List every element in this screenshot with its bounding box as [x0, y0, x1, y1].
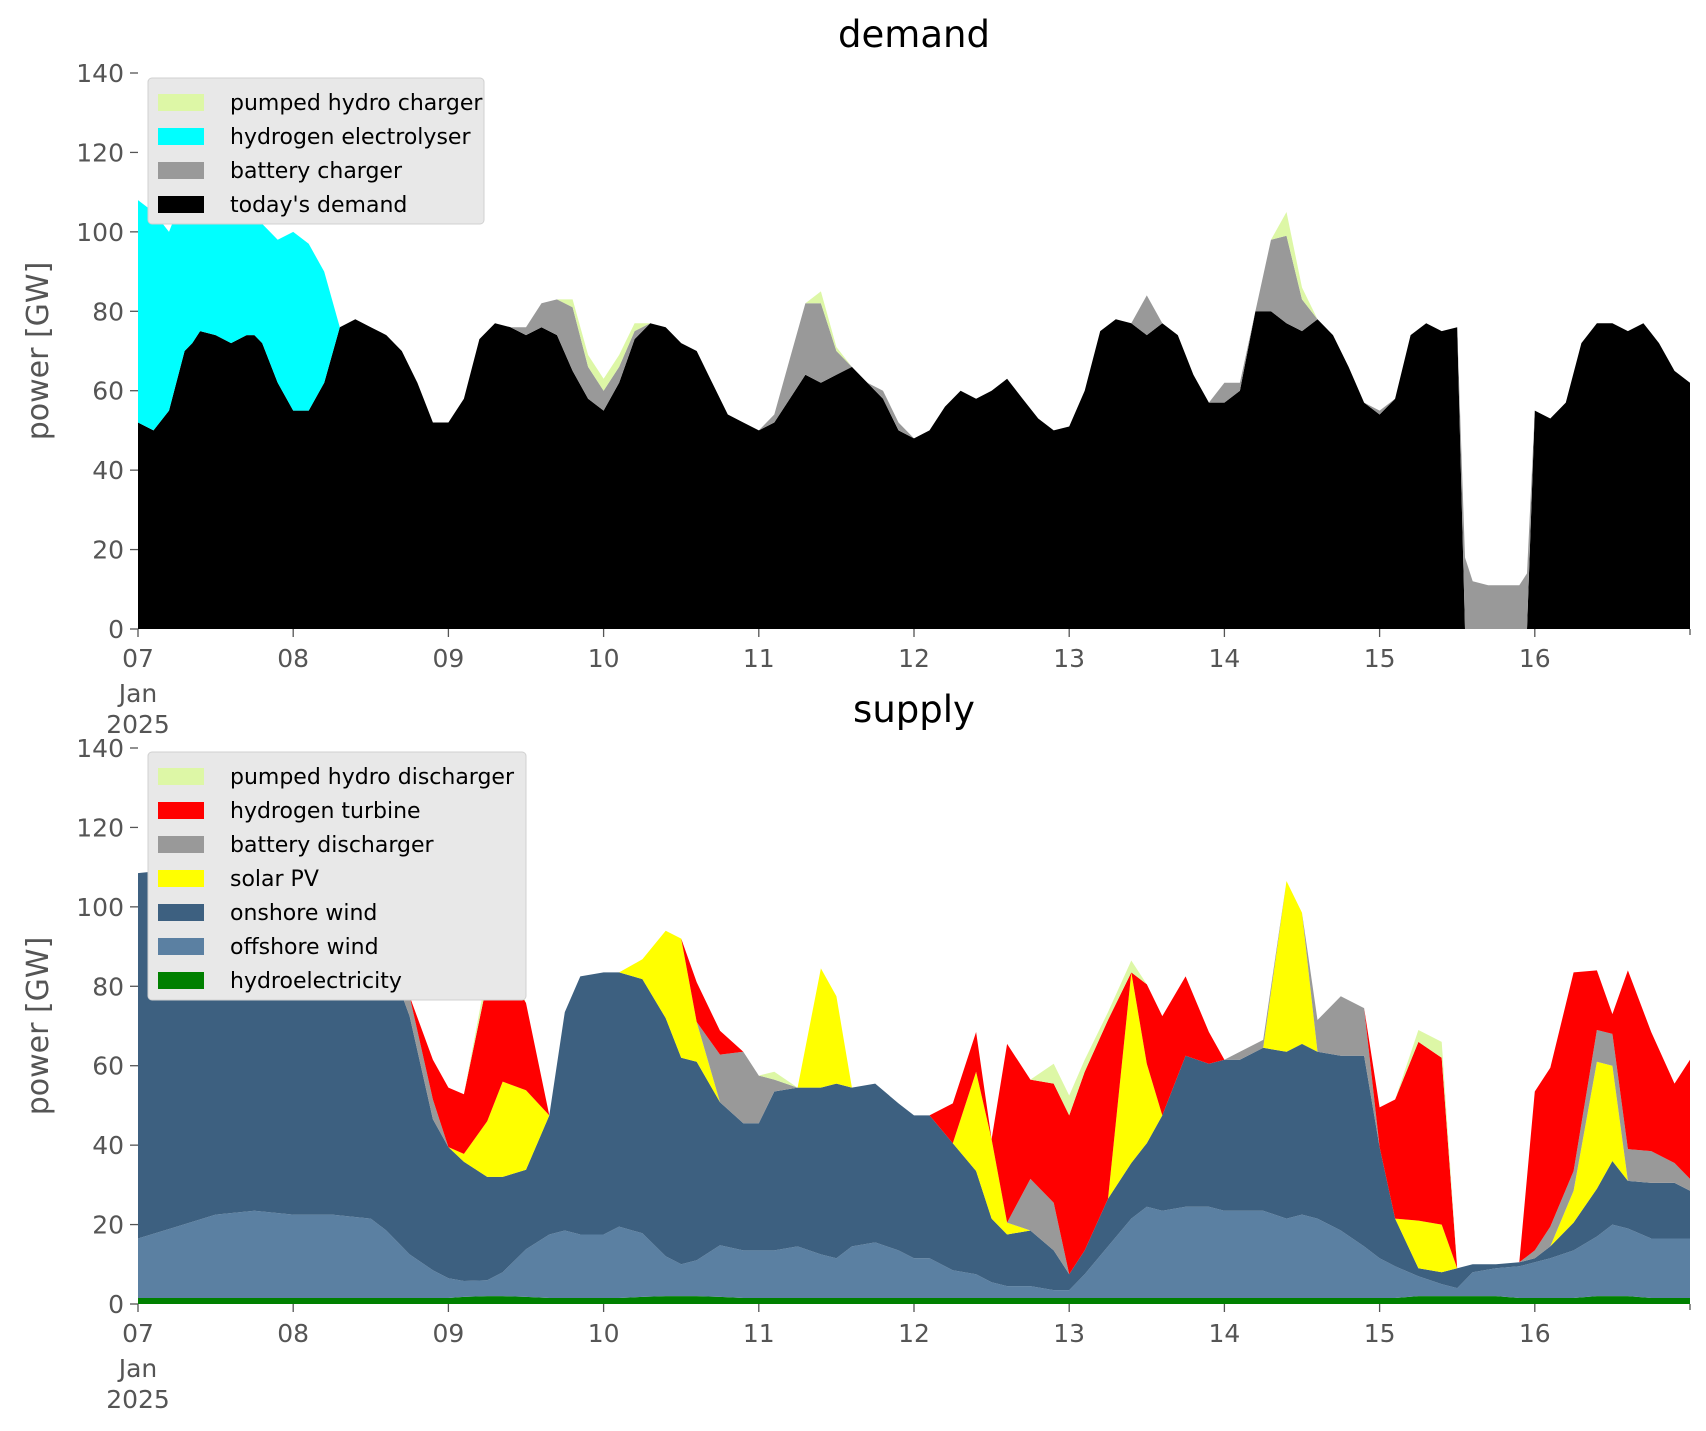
x-tick-label: 13	[1053, 1319, 1085, 1348]
legend-swatch-battery-discharger	[158, 836, 204, 853]
chart-title: demand	[838, 13, 990, 56]
y-tick-label: 0	[108, 1290, 124, 1319]
legend-label-hydrogen-electrolyser: hydrogen electrolyser	[230, 125, 471, 150]
y-tick-label: 80	[92, 297, 124, 326]
legend-swatch-hydroelectricity	[158, 972, 204, 989]
legend-box	[147, 751, 527, 1001]
legend-box	[147, 77, 485, 225]
x-tick-sublabel: 2025	[106, 1385, 170, 1414]
x-tick-label: 07	[122, 644, 154, 673]
x-tick-label: 12	[898, 644, 930, 673]
legend-swatch-hydrogen-turbine	[158, 802, 204, 819]
x-tick-label: 08	[277, 1319, 309, 1348]
x-tick-label: 13	[1053, 644, 1085, 673]
legend: pumped hydro charger hydrogen electrolyse…	[147, 77, 485, 225]
x-tick-label: 12	[898, 1319, 930, 1348]
x-tick-label: 09	[432, 1319, 464, 1348]
legend-label-solar-pv: solar PV	[230, 867, 319, 892]
area-onshore-wind	[138, 865, 1690, 1291]
y-tick-label: 120	[76, 813, 124, 842]
legend-swatch-pumped-hydro-discharger	[158, 768, 204, 785]
y-tick-label: 60	[92, 1052, 124, 1081]
x-tick-label: 11	[743, 644, 775, 673]
y-tick-label: 140	[76, 59, 124, 88]
legend-label-onshore-wind: onshore wind	[230, 901, 377, 926]
x-tick-label: 16	[1519, 1319, 1551, 1348]
area-hydroelectricity	[138, 1296, 1690, 1304]
x-tick-label: 11	[743, 1319, 775, 1348]
legend-swatch-hydrogen-electrolyser	[158, 128, 204, 145]
legend-label-offshore-wind: offshore wind	[230, 935, 379, 960]
y-tick-label: 0	[108, 615, 124, 644]
legend-swatch-onshore-wind	[158, 904, 204, 921]
y-tick-label: 40	[92, 1131, 124, 1160]
x-tick-label: 08	[277, 644, 309, 673]
x-tick-label: 14	[1208, 1319, 1240, 1348]
x-tick-label: 14	[1208, 644, 1240, 673]
legend-swatch-pumped-hydro-charger	[158, 94, 204, 111]
legend-swatch-today-s-demand	[158, 196, 204, 213]
x-tick-label: 10	[588, 1319, 620, 1348]
x-tick-sublabel: Jan	[117, 679, 158, 708]
legend-swatch-offshore-wind	[158, 938, 204, 955]
area-today-s-demand	[138, 311, 1690, 629]
legend-swatch-solar-pv	[158, 870, 204, 887]
x-tick-sublabel: Jan	[117, 1354, 158, 1383]
legend-label-pumped-hydro-charger: pumped hydro charger	[230, 91, 483, 116]
legend-label-battery-discharger: battery discharger	[230, 833, 435, 858]
y-axis-label: power [GW]	[21, 262, 56, 441]
area-hydrogen-turbine	[138, 809, 1690, 1275]
legend-label-pumped-hydro-discharger: pumped hydro discharger	[230, 765, 515, 790]
legend: pumped hydro discharger hydrogen turbine b…	[147, 751, 527, 1001]
x-tick-label: 16	[1519, 644, 1551, 673]
y-tick-label: 40	[92, 456, 124, 485]
area-solar-pv	[138, 809, 1690, 1275]
legend-label-today-s-demand: today's demand	[230, 193, 407, 218]
x-tick-label: 15	[1364, 1319, 1396, 1348]
area-offshore-wind	[138, 1206, 1690, 1299]
x-tick-sublabel: 2025	[106, 710, 170, 739]
y-tick-label: 20	[92, 1211, 124, 1240]
x-tick-label: 07	[122, 1319, 154, 1348]
y-tick-label: 120	[76, 138, 124, 167]
y-tick-label: 100	[76, 893, 124, 922]
legend-label-hydrogen-turbine: hydrogen turbine	[230, 799, 421, 824]
chart-title: supply	[853, 688, 975, 731]
y-tick-label: 140	[76, 734, 124, 763]
x-tick-label: 09	[432, 644, 464, 673]
y-axis-label: power [GW]	[21, 937, 56, 1116]
x-tick-label: 15	[1364, 644, 1396, 673]
legend-label-hydroelectricity: hydroelectricity	[230, 969, 402, 994]
legend-swatch-battery-charger	[158, 162, 204, 179]
y-tick-label: 60	[92, 377, 124, 406]
legend-label-battery-charger: battery charger	[230, 159, 403, 184]
x-tick-label: 10	[588, 644, 620, 673]
area-battery-charger	[138, 235, 1690, 630]
y-tick-label: 100	[76, 218, 124, 247]
chart-demand: demand power [GW] 0 20 40 60 80 100 120 140 07 Jan2…	[21, 13, 1691, 739]
y-tick-label: 80	[92, 972, 124, 1001]
y-tick-label: 20	[92, 536, 124, 565]
